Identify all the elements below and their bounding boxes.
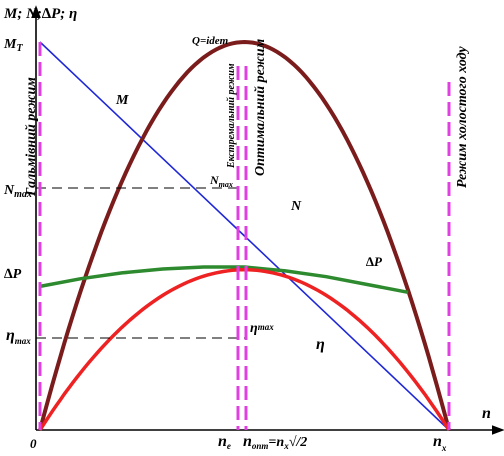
ytick-mt: MT [3,37,23,54]
series-line-n [38,39,451,431]
label-idle-regime: Режим холостого ходу [455,46,470,188]
label-eta: η [316,336,325,353]
label-extremal-regime: Екстремальний режим [226,63,237,169]
xtick-ne: ne [218,433,231,451]
label-dp: ∆P [366,254,383,269]
label-n: N [290,199,302,214]
label-m: M [115,93,129,108]
label-braking-regime: Гальмівний режим [24,77,39,197]
label-optimal-regime: Оптимальний режим [253,38,268,176]
xtick-nopt: nопт=nx√/2 [243,433,307,451]
xtick-zero: 0 [30,436,37,451]
ytick-dp: ∆P [4,267,22,282]
annotation-nmax-point: Nmax [209,173,233,189]
annotation-q: Q=idem [192,35,229,47]
x-axis-label: n [482,405,491,422]
xtick-nx: nx [433,433,447,453]
y-axis-label: M; N;∆P; η [3,6,77,22]
ytick-etamax: ηmax [6,327,31,346]
annotation-etamax-point: ηmax [250,321,274,336]
ytick-nmax: Nmax [3,183,32,200]
series-line-m [39,41,450,431]
